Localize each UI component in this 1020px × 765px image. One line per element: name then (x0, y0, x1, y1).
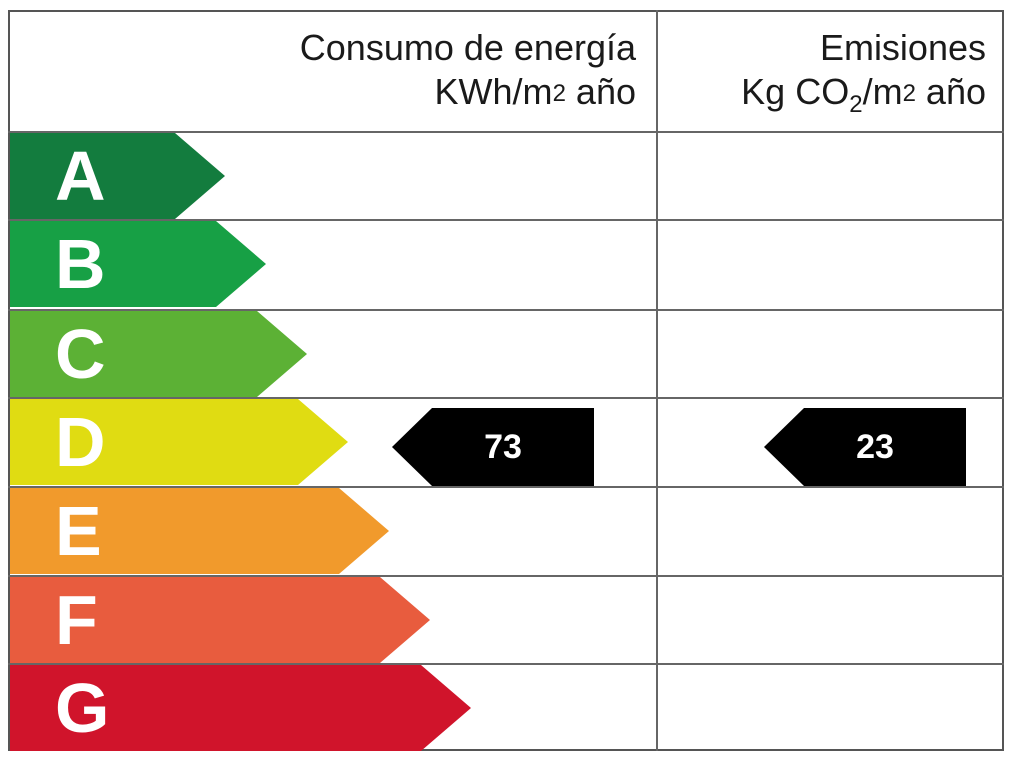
rating-arrow-shape (764, 408, 966, 486)
energy-band-c: C (10, 311, 307, 397)
row-divider (8, 397, 1004, 399)
emissions-rating-value: 23 (856, 428, 894, 466)
band-shape (10, 221, 266, 307)
band-shape (10, 399, 348, 485)
row-divider (8, 575, 1004, 577)
band-letter: A (55, 137, 108, 215)
band-shape (10, 488, 389, 574)
row-divider (8, 309, 1004, 311)
rating-arrow-shape (392, 408, 594, 486)
band-letter: C (55, 315, 108, 393)
row-divider (8, 663, 1004, 665)
emissions-title: Emisiones (819, 27, 986, 68)
energy-band-a: A (10, 133, 225, 219)
energy-band-g: G (10, 665, 471, 751)
energy-rating-value: 73 (484, 428, 522, 466)
band-letter: G (55, 669, 112, 747)
band-shape (10, 311, 307, 397)
column-divider (656, 10, 658, 751)
band-letter: D (55, 403, 108, 481)
row-divider (8, 131, 1004, 133)
energy-header: Consumo de energía KWh/m2 año (20, 26, 636, 114)
band-shape (10, 577, 430, 663)
energy-band-b: B (10, 221, 266, 307)
row-divider (8, 486, 1004, 488)
label-frame (8, 10, 1004, 751)
emissions-unit: Kg CO2/m2 año (741, 71, 986, 118)
band-letter: E (55, 492, 104, 570)
band-shape (10, 665, 471, 751)
energy-band-d: D (10, 399, 348, 485)
band-shape (10, 133, 225, 219)
energy-title: Consumo de energía (299, 27, 636, 68)
emissions-header: Emisiones Kg CO2/m2 año (664, 26, 986, 119)
energy-unit: KWh/m2 año (434, 71, 636, 112)
band-letter: F (55, 581, 100, 659)
row-divider (8, 219, 1004, 221)
emissions-rating-arrow: 23 (764, 408, 966, 486)
band-letter: B (55, 225, 108, 303)
energy-rating-arrow: 73 (392, 408, 594, 486)
energy-band-e: E (10, 488, 389, 574)
energy-band-f: F (10, 577, 430, 663)
